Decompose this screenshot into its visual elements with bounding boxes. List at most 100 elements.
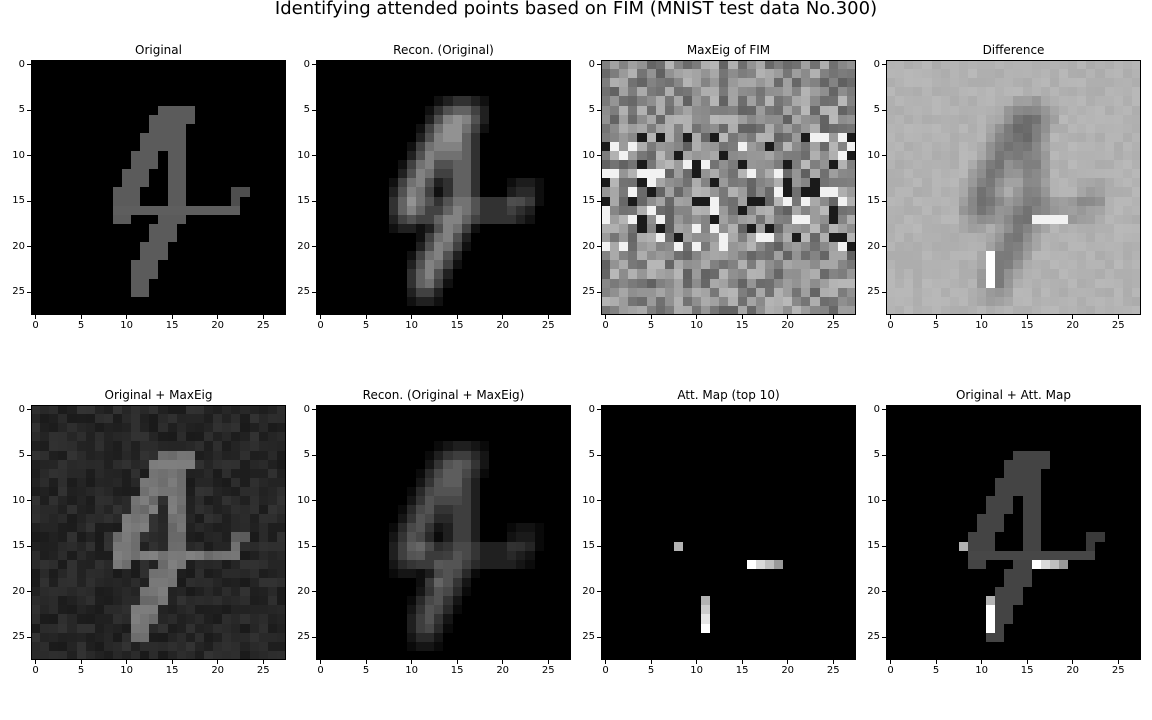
heatmap-cell (352, 587, 362, 597)
heatmap-cell (416, 596, 426, 606)
heatmap-cell (167, 523, 177, 533)
heatmap-cell (103, 523, 113, 533)
heatmap-cell (85, 223, 95, 234)
heatmap-cell (507, 114, 517, 124)
heatmap-cell (204, 223, 214, 234)
heatmap-cell (601, 132, 611, 142)
heatmap-cell (692, 432, 702, 442)
heatmap-cell (379, 60, 389, 70)
heatmap-cell (701, 169, 711, 179)
heatmap-cell (407, 242, 417, 252)
heatmap-cell (534, 287, 544, 297)
heatmap-cell (204, 305, 214, 315)
heatmap-cell (222, 468, 232, 478)
heatmap-cell (664, 69, 674, 79)
heatmap-cell (276, 468, 286, 478)
heatmap-cell (637, 196, 647, 206)
heatmap-cell (995, 242, 1005, 252)
heatmap-cell (425, 251, 435, 261)
heatmap-cell (316, 468, 326, 478)
x-tick-label: 10 (120, 665, 133, 676)
heatmap-cell (801, 305, 811, 315)
heatmap-cell (167, 205, 177, 215)
heatmap-cell (646, 60, 656, 70)
heatmap-cell (1013, 151, 1023, 161)
heatmap-cell (407, 105, 417, 115)
heatmap-cell (655, 405, 665, 415)
heatmap-cell (131, 550, 141, 560)
heatmap-cell (258, 169, 268, 179)
heatmap-cell (103, 214, 113, 224)
heatmap-cell (370, 160, 380, 170)
heatmap-cell (655, 432, 665, 442)
heatmap-cell (249, 169, 259, 179)
heatmap-cell (267, 151, 277, 161)
heatmap-cell (628, 87, 638, 97)
heatmap-cell (774, 141, 784, 152)
heatmap-cell (940, 105, 950, 115)
heatmap-cell (895, 141, 905, 152)
heatmap-cell (222, 441, 232, 451)
heatmap-cell (819, 160, 829, 170)
heatmap-cell (498, 587, 508, 597)
heatmap-cell (31, 214, 41, 224)
heatmap-cell (131, 260, 141, 270)
heatmap-cell (122, 578, 132, 588)
heatmap-cell (846, 278, 856, 288)
heatmap-cell (913, 287, 923, 297)
heatmap-cell (846, 242, 856, 252)
heatmap-cell (664, 60, 674, 70)
heatmap-cell (112, 278, 123, 288)
heatmap-cell (846, 223, 856, 234)
heatmap-cell (470, 296, 480, 306)
heatmap-cell (1059, 233, 1069, 243)
heatmap-cell (682, 132, 693, 142)
heatmap-cell (334, 296, 344, 306)
heatmap-cell (231, 587, 241, 597)
heatmap-cell (167, 242, 177, 252)
heatmap-cell (388, 632, 398, 642)
heatmap-cell (76, 278, 86, 288)
heatmap-cell (1059, 251, 1069, 261)
heatmap-cell (40, 196, 50, 206)
heatmap-cell (258, 432, 268, 442)
heatmap-cell (267, 114, 277, 124)
heatmap-cell (737, 205, 747, 215)
heatmap-cell (94, 169, 104, 179)
heatmap-cell (828, 141, 838, 152)
heatmap-cell (434, 196, 444, 206)
heatmap-cell (334, 596, 344, 606)
heatmap-cell (40, 450, 50, 460)
heatmap-cell (931, 178, 941, 188)
heatmap-cell (122, 405, 132, 415)
heatmap-cell (158, 578, 168, 588)
heatmap-cell (343, 96, 353, 106)
heatmap-cell (764, 178, 775, 188)
heatmap-cell (213, 432, 223, 442)
heatmap-cell (316, 96, 326, 106)
heatmap-cell (94, 132, 104, 142)
heatmap-cell (316, 550, 326, 560)
heatmap-cell (561, 87, 571, 97)
heatmap-cell (1104, 278, 1114, 288)
heatmap-cell (461, 596, 471, 606)
heatmap-cell (692, 87, 702, 97)
heatmap-cell (388, 287, 398, 297)
heatmap-cell (470, 623, 480, 633)
heatmap-cell (664, 423, 674, 433)
heatmap-cell (122, 151, 132, 161)
heatmap-cell (158, 541, 168, 551)
heatmap-cell (479, 178, 490, 188)
heatmap-cell (158, 105, 168, 115)
heatmap-cell (131, 632, 141, 642)
heatmap-cell (479, 496, 490, 506)
heatmap-cell (325, 169, 335, 179)
heatmap-cell (379, 287, 389, 297)
heatmap-cell (231, 632, 241, 642)
heatmap-cell (810, 287, 820, 297)
heatmap-cell (489, 196, 499, 206)
heatmap-cell (552, 242, 562, 252)
heatmap-cell (904, 196, 914, 206)
heatmap-cell (316, 541, 326, 551)
heatmap-cell (664, 160, 674, 170)
